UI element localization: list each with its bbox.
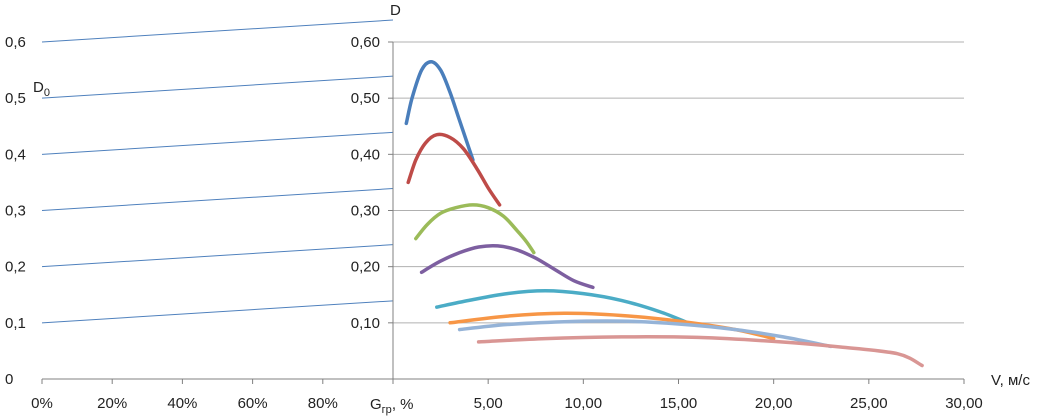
left-x-axis-title-suffix: , % — [392, 396, 414, 413]
left-y-tick-label-2: 0,2 — [5, 259, 26, 276]
left-x-tick-label-0: 0% — [31, 395, 53, 412]
left-x-axis-title-sub: гр — [382, 404, 392, 416]
right-x-tick-label-1: 10,00 — [565, 395, 603, 412]
left-y-tick-label-0: 0 — [5, 371, 13, 388]
right-x-tick-label-3: 20,00 — [755, 395, 793, 412]
left-x-tick-labels: 0% 20% 40% 60% 80% — [31, 379, 394, 412]
right-y-tick-label-3: 0,40 — [351, 146, 380, 163]
series-line-8 — [476, 335, 924, 368]
right-y-tick-label-1: 0,20 — [351, 259, 380, 276]
right-x-tick-label-5: 30,00 — [945, 395, 983, 412]
series-line-7 — [457, 319, 833, 349]
left-panel-lines — [41, 19, 394, 324]
nomogram-line-0 — [41, 300, 394, 324]
right-panel-gridlines — [393, 41, 964, 324]
series-line-5 — [435, 289, 690, 325]
right-x-tick-labels: 5,00 10,00 15,00 20,00 25,00 30,00 — [474, 379, 983, 412]
series-line-2 — [406, 132, 502, 207]
left-y-tick-label-5: 0,5 — [5, 90, 26, 107]
right-x-tick-label-2: 15,00 — [660, 395, 698, 412]
left-y-axis-title: D0 — [33, 79, 50, 99]
series-line-4 — [419, 243, 595, 290]
right-y-tick-label-2: 0,30 — [351, 203, 380, 220]
left-y-tick-label-1: 0,1 — [5, 315, 26, 332]
left-y-tick-label-4: 0,4 — [5, 146, 26, 163]
right-x-tick-label-4: 25,00 — [850, 395, 888, 412]
left-x-tick-label-1: 20% — [97, 395, 127, 412]
series-line-3 — [414, 203, 536, 255]
left-y-tick-labels: 0 0,1 0,2 0,3 0,4 0,5 0,6 — [5, 34, 26, 388]
nomogram-line-5 — [41, 19, 394, 43]
left-y-axis-title-main: D — [33, 79, 44, 96]
nomogram-line-3 — [41, 131, 394, 155]
nomogram-line-4 — [41, 75, 394, 99]
right-y-tick-labels: 0,10 0,20 0,30 0,40 0,50 0,60 — [351, 34, 393, 332]
right-x-axis-title: V, м/с — [991, 372, 1030, 389]
right-y-tick-label-5: 0,60 — [351, 34, 380, 51]
nomogram-line-1 — [41, 244, 394, 268]
right-y-tick-label-4: 0,50 — [351, 90, 380, 107]
left-x-tick-label-4: 80% — [308, 395, 338, 412]
nomogram-line-2 — [41, 188, 394, 211]
left-x-axis-title-main: G — [370, 396, 382, 413]
left-y-tick-label-6: 0,6 — [5, 34, 26, 51]
right-y-tick-label-0: 0,10 — [351, 315, 380, 332]
right-x-tick-label-0: 5,00 — [474, 395, 503, 412]
left-x-axis-title: Gгр, % — [370, 396, 414, 416]
series-lines — [404, 59, 924, 368]
right-y-axis-title: D — [390, 2, 401, 19]
left-x-tick-label-2: 40% — [167, 395, 197, 412]
left-y-axis-title-sub: 0 — [44, 87, 50, 99]
left-x-tick-label-3: 60% — [238, 395, 268, 412]
series-line-1 — [404, 59, 475, 162]
left-y-tick-label-3: 0,3 — [5, 203, 26, 220]
